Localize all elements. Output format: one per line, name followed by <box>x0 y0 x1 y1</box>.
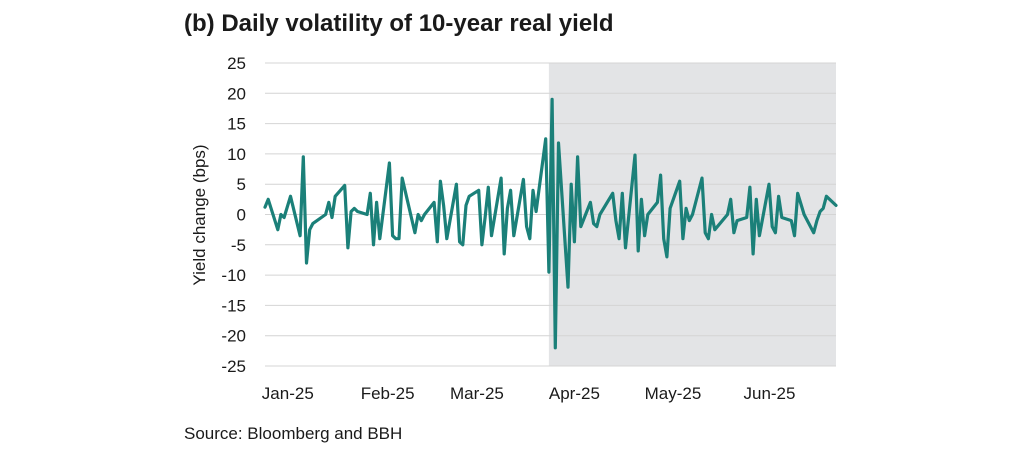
y-tick-label: -15 <box>221 296 246 315</box>
series-layer <box>263 97 838 350</box>
y-tick-label: 0 <box>237 206 246 225</box>
y-tick-label: 25 <box>227 54 246 73</box>
y-tick-label: 15 <box>227 115 246 134</box>
y-tick-label: -25 <box>221 357 246 376</box>
y-tick-label: -20 <box>221 327 246 346</box>
y-tick-label: 20 <box>227 84 246 103</box>
chart-title: (b) Daily volatility of 10-year real yie… <box>184 10 614 37</box>
y-axis-title: Yield change (bps) <box>190 144 209 285</box>
series-line <box>263 97 838 350</box>
y-tick-label: -10 <box>221 266 246 285</box>
x-tick-label: Jan-25 <box>262 384 314 403</box>
y-axis-ticks: 25 20 15 10 5 0 -5 -10 -15 -20 -25 <box>221 54 246 376</box>
x-tick-label: Feb-25 <box>361 384 415 403</box>
x-tick-label: Mar-25 <box>450 384 504 403</box>
y-tick-label: -5 <box>231 236 246 255</box>
source-note: Source: Bloomberg and BBH <box>184 424 403 443</box>
x-tick-label: Jun-25 <box>743 384 795 403</box>
x-tick-label: May-25 <box>645 384 702 403</box>
y-tick-label: 5 <box>237 175 246 194</box>
x-tick-label: Apr-25 <box>549 384 600 403</box>
x-axis-ticks: Jan-25 Feb-25 Mar-25 Apr-25 May-25 Jun-25 <box>262 384 796 403</box>
y-tick-label: 10 <box>227 145 246 164</box>
